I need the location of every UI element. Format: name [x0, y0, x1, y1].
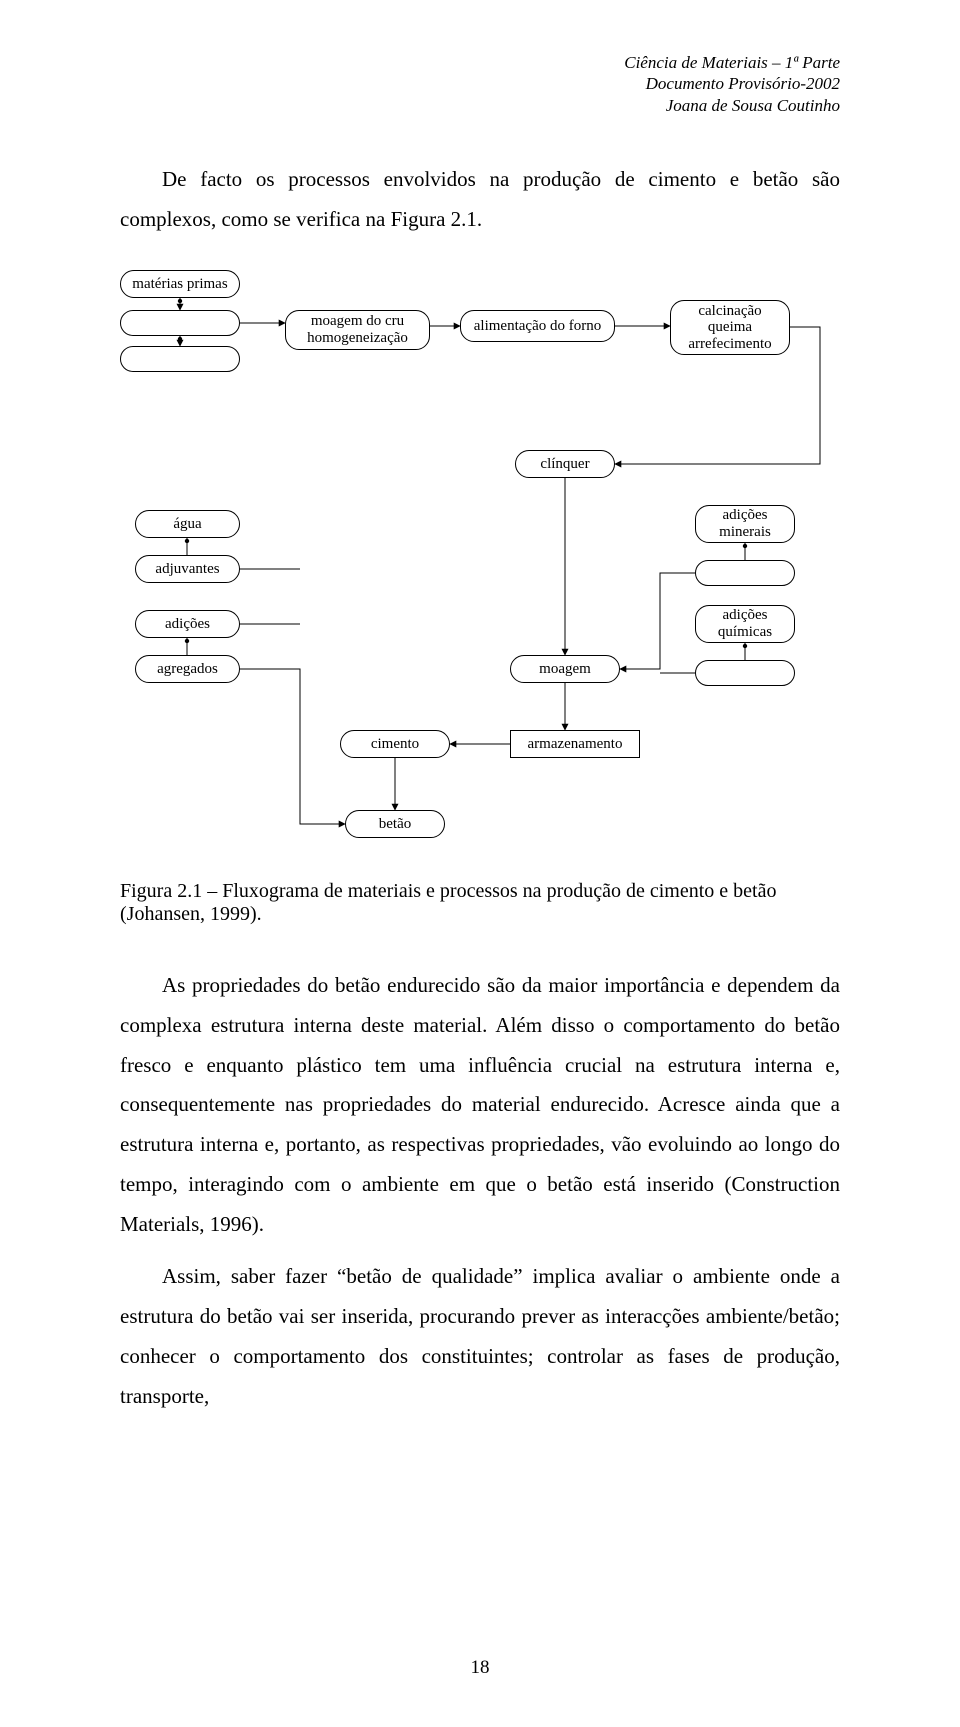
node-materias-primas: matérias primas — [120, 270, 240, 298]
node-adicoes: adições — [135, 610, 240, 638]
node-clinquer: clínquer — [515, 450, 615, 478]
header-line-3: Joana de Sousa Coutinho — [624, 95, 840, 116]
flowchart-canvas: matérias primas moagem do cruhomogeneizaç… — [120, 270, 840, 850]
node-armazenamento: armazenamento — [510, 730, 640, 758]
node-adicoes-min: adiçõesminerais — [695, 505, 795, 543]
node-betao: betão — [345, 810, 445, 838]
figure-caption: Figura 2.1 – Fluxograma de materiais e p… — [120, 880, 840, 926]
node-moagem: moagem — [510, 655, 620, 683]
header-line-1: Ciência de Materiais – 1ª Parte — [624, 52, 840, 73]
figure-2-1: matérias primas moagem do cruhomogeneizaç… — [120, 270, 840, 850]
running-header: Ciência de Materiais – 1ª Parte Document… — [624, 52, 840, 116]
paragraph-2: Assim, saber fazer “betão de qualidade” … — [120, 1257, 840, 1417]
node-agua: água — [135, 510, 240, 538]
node-adicoes-quim: adiçõesquímicas — [695, 605, 795, 643]
node-calcinacao: calcinaçãoqueimaarrefecimento — [670, 300, 790, 355]
header-line-2: Documento Provisório-2002 — [624, 73, 840, 94]
node-moagem-homo: moagem do cruhomogeneização — [285, 310, 430, 350]
node-alimentacao: alimentação do forno — [460, 310, 615, 342]
page-number: 18 — [0, 1657, 960, 1679]
node-cimento: cimento — [340, 730, 450, 758]
node-adjuvantes: adjuvantes — [135, 555, 240, 583]
node-quim-blank — [695, 660, 795, 686]
intro-paragraph: De facto os processos envolvidos na prod… — [120, 160, 840, 240]
node-min-blank — [695, 560, 795, 586]
body-paragraphs: As propriedades do betão endurecido são … — [120, 966, 840, 1417]
node-mp-blank1 — [120, 310, 240, 336]
node-agregados: agregados — [135, 655, 240, 683]
intro-text: De facto os processos envolvidos na prod… — [120, 160, 840, 240]
node-mp-blank2 — [120, 346, 240, 372]
paragraph-1: As propriedades do betão endurecido são … — [120, 966, 840, 1245]
page: Ciência de Materiais – 1ª Parte Document… — [0, 0, 960, 1727]
